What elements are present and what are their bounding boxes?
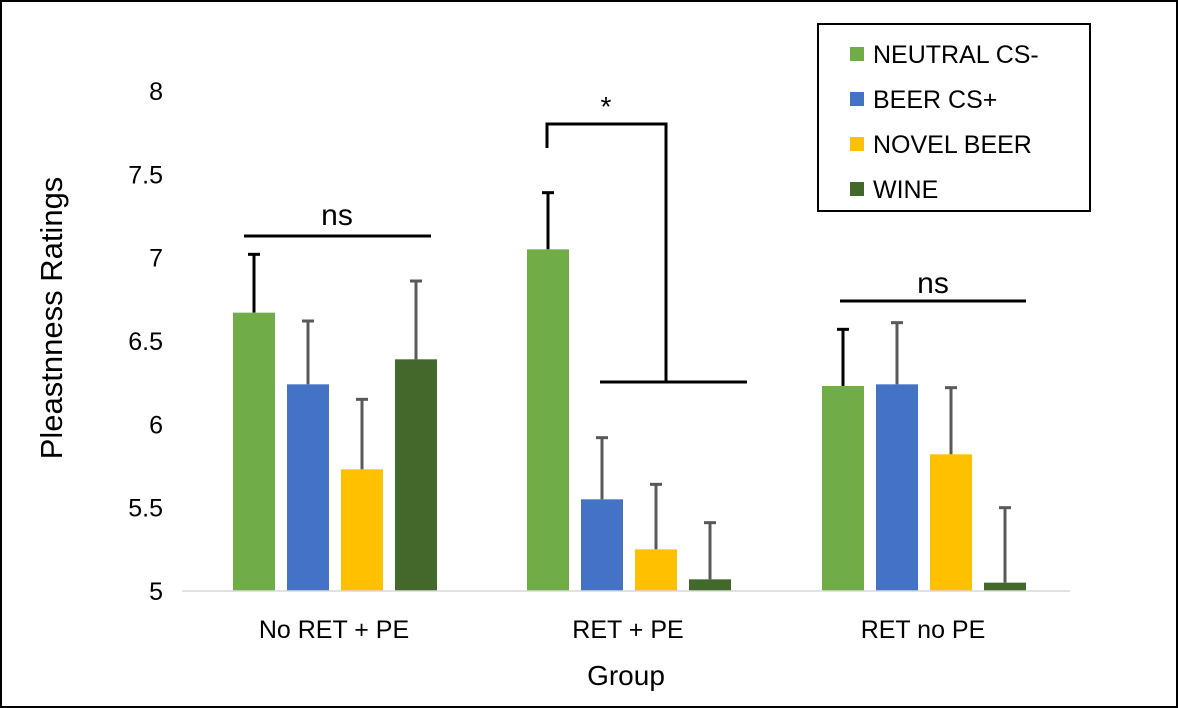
legend-swatch	[850, 92, 864, 106]
legend-label: BEER CS+	[873, 86, 997, 114]
error-bar	[945, 386, 957, 455]
y-tick-label: 5	[149, 578, 163, 606]
significance-bracket	[545, 122, 668, 382]
error-bar	[356, 397, 368, 470]
bar	[635, 549, 677, 591]
x-tick-label: RET + PE	[572, 616, 683, 644]
y-axis: 5 5.5 6 6.5 7 7.5 8	[128, 78, 163, 606]
legend-swatch	[850, 47, 864, 61]
error-bar	[650, 482, 662, 550]
x-axis-title: Group	[587, 660, 665, 691]
y-axis-title: Pleastnness Ratings	[34, 177, 69, 460]
legend-label: NEUTRAL CS-	[873, 41, 1039, 69]
y-tick-label: 6.5	[128, 328, 163, 356]
error-bar	[542, 191, 554, 250]
error-bar	[704, 521, 716, 580]
bar	[233, 312, 275, 591]
error-bar	[248, 252, 260, 313]
bar	[876, 384, 918, 591]
ns-label: ns	[917, 267, 949, 300]
bar	[689, 579, 731, 591]
y-tick-label: 7	[149, 245, 163, 273]
y-tick-label: 7.5	[128, 161, 163, 189]
ns-label: ns	[321, 199, 353, 232]
error-bar	[410, 279, 422, 360]
y-tick-label: 5.5	[128, 495, 163, 523]
legend-label: NOVEL BEER	[873, 131, 1032, 159]
error-bar	[999, 506, 1011, 583]
bar	[930, 454, 972, 591]
error-bar	[891, 321, 903, 385]
error-bar	[596, 436, 608, 500]
legend: NEUTRAL CS- BEER CS+ NOVEL BEER WINE	[817, 23, 1091, 212]
x-axis: No RET + PE RET + PE RET no PE	[259, 616, 985, 644]
legend-label: WINE	[873, 176, 938, 204]
bars	[233, 249, 1026, 592]
bar	[527, 249, 569, 592]
error-bars	[248, 191, 1011, 583]
bar	[395, 359, 437, 591]
bar	[984, 582, 1026, 591]
x-tick-label: No RET + PE	[259, 616, 409, 644]
legend-swatch	[850, 137, 864, 151]
y-tick-label: 6	[149, 411, 163, 439]
y-tick-label: 8	[149, 78, 163, 106]
bar	[822, 386, 864, 591]
bar	[581, 499, 623, 591]
error-bar	[302, 319, 314, 385]
legend-swatch	[850, 182, 864, 196]
bar	[287, 384, 329, 591]
significance-star: *	[601, 91, 612, 122]
error-bar	[837, 327, 849, 386]
bar	[341, 469, 383, 591]
significance-annotations: ns * ns	[244, 91, 1026, 384]
x-tick-label: RET no PE	[861, 616, 986, 644]
